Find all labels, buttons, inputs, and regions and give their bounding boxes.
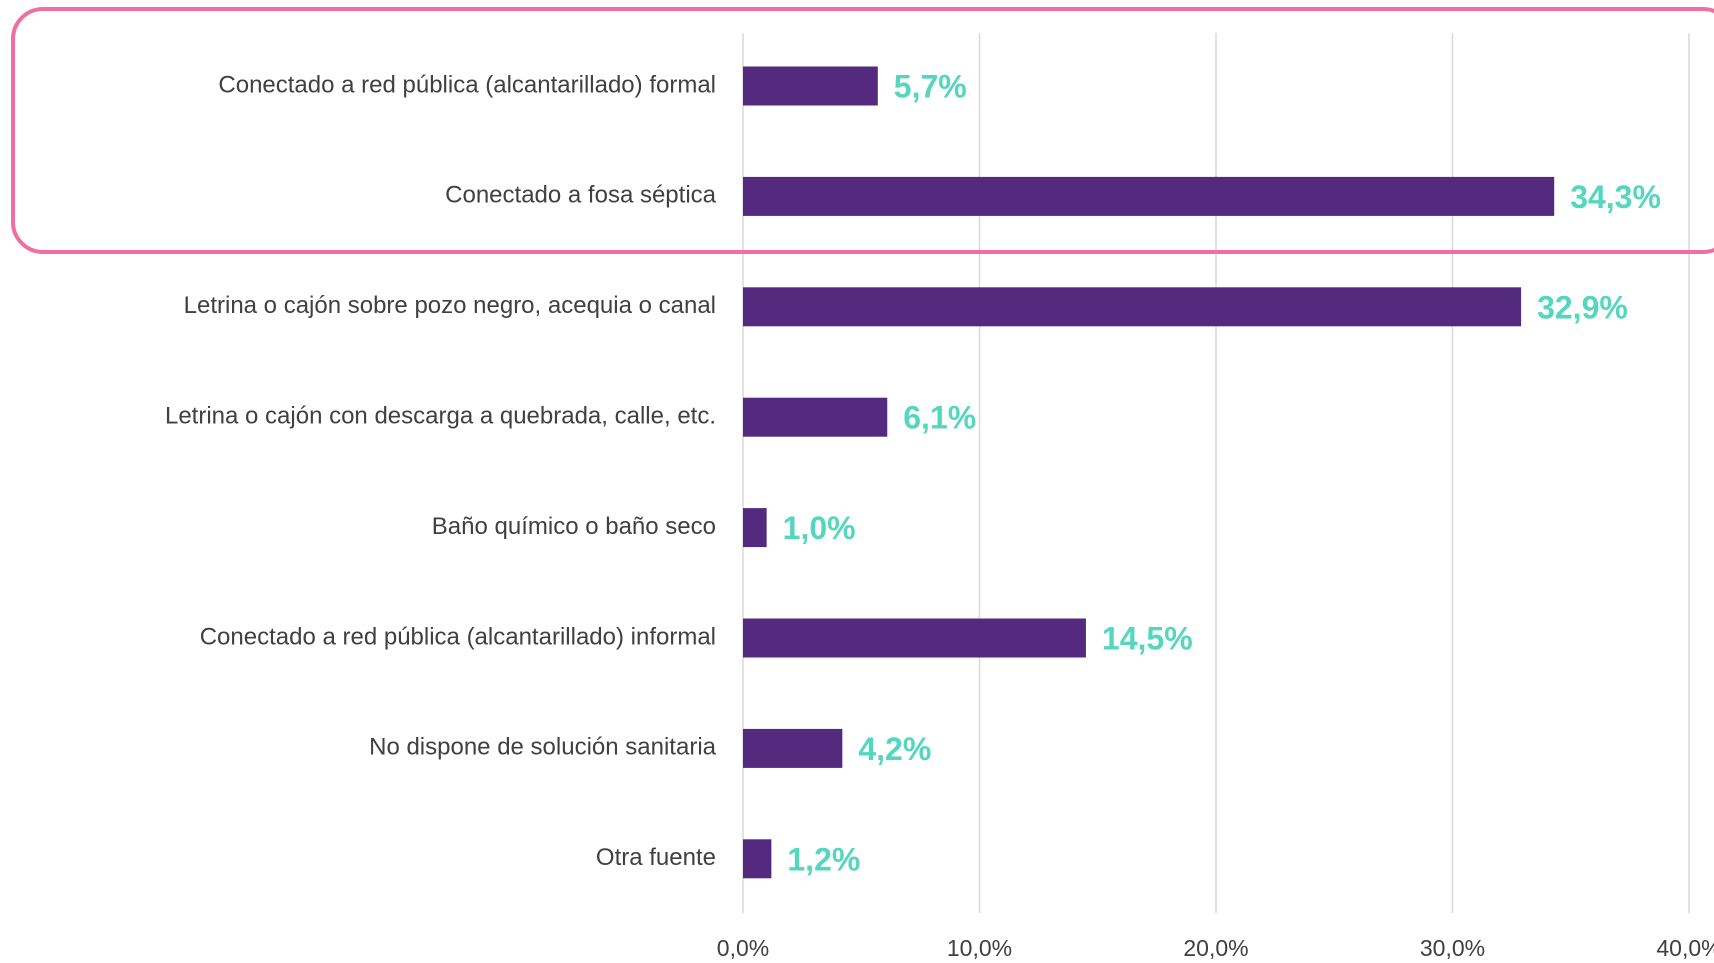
value-label: 32,9% [1537,289,1628,325]
bar [743,176,1555,216]
x-tick-label: 20,0% [1183,935,1248,961]
y-tick-label: Conectado a fosa séptica [445,182,716,209]
y-tick-label: Conectado a red pública (alcantarillado)… [200,623,716,650]
value-label: 14,5% [1102,620,1193,656]
value-label: 6,1% [903,400,976,436]
bar [743,508,767,548]
bar [743,66,878,106]
x-tick-label: 0,0% [717,935,769,961]
x-tick-label: 30,0% [1420,935,1485,961]
y-tick-label: Baño químico o baño seco [432,513,716,540]
y-tick-label: Conectado a red pública (alcantarillado)… [218,71,716,98]
bar [743,728,843,768]
value-label: 1,2% [787,841,860,877]
x-tick-label: 10,0% [947,935,1012,961]
bar [743,287,1522,327]
bar [743,618,1086,658]
bar [743,397,888,437]
y-tick-label: Letrina o cajón con descarga a quebrada,… [165,403,716,430]
value-label: 5,7% [894,68,967,104]
y-tick-label: Otra fuente [596,844,716,871]
x-tick-label: 40,0% [1656,935,1714,961]
y-tick-label: No dispone de solución sanitaria [369,734,717,761]
highlight-box [11,7,1714,254]
value-label: 4,2% [858,731,931,767]
value-label: 34,3% [1570,179,1661,215]
y-tick-label: Letrina o cajón sobre pozo negro, acequi… [184,292,716,319]
value-label: 1,0% [783,510,856,546]
bar [743,839,772,879]
